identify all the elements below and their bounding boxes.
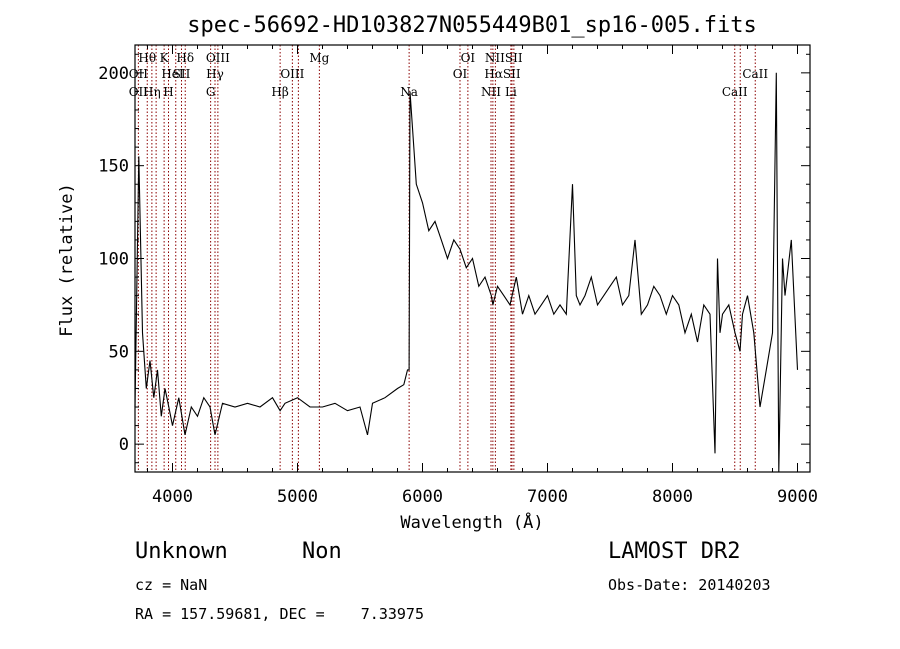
y-tick-label: 0	[119, 435, 129, 455]
y-tick-label: 150	[98, 157, 129, 177]
x-tick-label: 9000	[777, 487, 818, 507]
line-label: NIISII	[485, 51, 523, 65]
line-label: OI	[453, 67, 468, 81]
spectrum-line	[134, 72, 799, 473]
spectral-subclass: Non	[302, 539, 342, 564]
x-axis: 4000 5000 6000 7000 8000 9000	[147, 45, 818, 507]
x-axis-label: Wavelength (Å)	[400, 511, 543, 533]
emission-line-markers	[137, 45, 756, 472]
x-tick-label: 6000	[402, 487, 443, 507]
line-label: CaII	[722, 85, 748, 99]
y-axis-label: Flux (relative)	[57, 183, 77, 337]
line-label: Hβ	[271, 85, 288, 99]
line-label: OIII	[206, 51, 230, 65]
x-tick-label: 5000	[277, 487, 318, 507]
chart-title: spec-56692-HD103827N055449B01_sp16-005.f…	[187, 13, 757, 38]
line-label: H	[163, 85, 173, 99]
x-tick-label: 7000	[527, 487, 568, 507]
line-label: Mg	[309, 51, 329, 65]
line-label: OII	[129, 85, 149, 99]
line-label: Hη	[143, 85, 161, 99]
x-tick-label: 4000	[152, 487, 193, 507]
line-label: NII	[481, 85, 501, 99]
observation-date: Obs-Date: 20140203	[608, 576, 771, 594]
line-label: CaII	[742, 67, 768, 81]
y-axis: 0 50 100 150 200	[98, 53, 810, 464]
line-label: OIII	[280, 67, 304, 81]
line-label: Hδ	[176, 51, 194, 65]
line-label: G	[206, 85, 216, 99]
y-tick-label: 100	[98, 250, 129, 270]
line-label: K	[160, 51, 170, 65]
line-label: Li	[505, 85, 517, 99]
y-tick-label: 200	[98, 64, 129, 84]
line-label: HαSII	[484, 67, 521, 81]
x-tick-label: 8000	[652, 487, 693, 507]
y-tick-label: 50	[109, 342, 129, 362]
line-label: SII	[173, 67, 191, 81]
spectral-class: Unknown	[135, 539, 228, 564]
line-label: OI	[461, 51, 476, 65]
line-label: HeI	[161, 67, 184, 81]
line-label: Na	[400, 85, 418, 99]
line-label: OII	[129, 67, 149, 81]
line-label: Hθ	[138, 51, 156, 65]
survey-name: LAMOST DR2	[608, 539, 741, 564]
line-label: Hγ	[206, 67, 224, 81]
redshift-value: cz = NaN	[135, 576, 208, 594]
coordinates: RA = 157.59681, DEC = 7.33975	[135, 605, 424, 623]
